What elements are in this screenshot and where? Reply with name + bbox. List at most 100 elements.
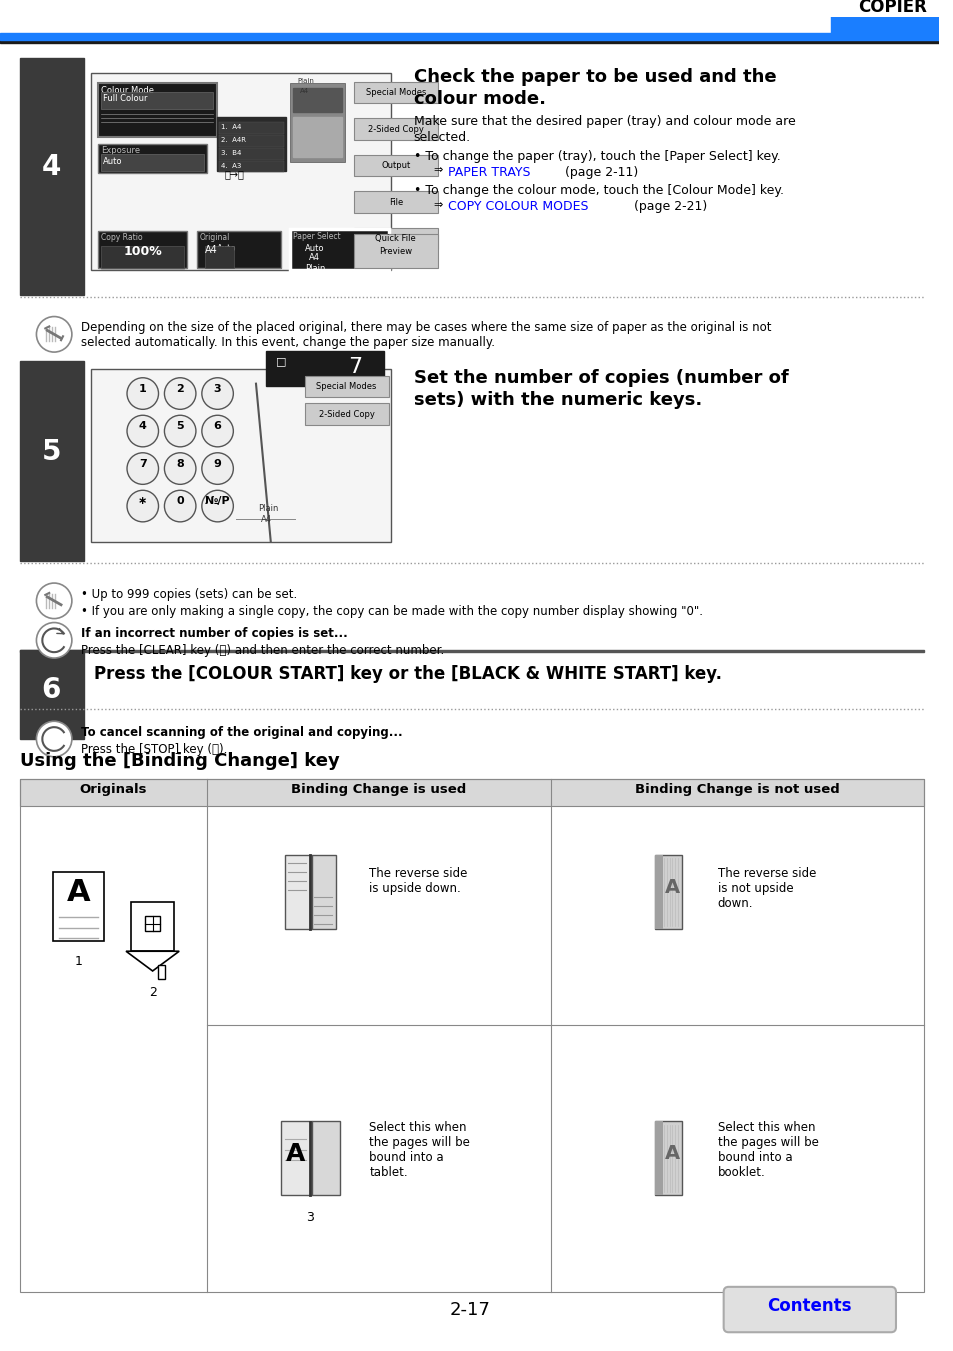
Circle shape [36,721,71,757]
Bar [290,228,389,270]
Text: Paper Select: Paper Select [294,231,340,240]
Text: 1: 1 [139,384,147,393]
Bar [305,404,389,426]
Text: Plain: Plain [305,265,325,273]
Bar [131,902,174,951]
Text: (page 2-21): (page 2-21) [630,200,706,213]
Text: ⇒: ⇒ [433,166,442,176]
Bar [355,118,437,141]
Text: 4: 4 [139,422,147,431]
Text: Colour Mode: Colour Mode [101,85,154,95]
Text: COPY COLOUR MODES: COPY COLOUR MODES [448,200,588,213]
Text: 5: 5 [176,422,184,431]
Text: 6: 6 [213,422,221,431]
Text: Auto: Auto [305,243,324,253]
Text: sets) with the numeric keys.: sets) with the numeric keys. [413,390,701,408]
Text: Press the [CLEAR] key (Ⓒ) and then enter the correct number.: Press the [CLEAR] key (Ⓒ) and then enter… [81,644,443,657]
Text: • To change the paper (tray), touch the [Paper Select] key.: • To change the paper (tray), touch the … [413,150,780,162]
Circle shape [164,415,195,447]
Text: 2-Sided Copy: 2-Sided Copy [368,124,423,134]
Text: 2-17: 2-17 [449,1301,490,1319]
Bar [0,34,939,41]
Text: selected.: selected. [413,131,470,145]
Text: A4: A4 [300,88,309,93]
Text: Set the number of copies (number of: Set the number of copies (number of [413,369,787,386]
Bar [20,650,84,739]
Text: 5: 5 [41,438,61,466]
Bar [218,147,283,159]
Text: A: A [67,878,91,907]
Bar [98,231,187,269]
Bar [101,92,213,109]
Text: • To change the colour mode, touch the [Colour Mode] key.: • To change the colour mode, touch the [… [413,184,782,197]
Circle shape [202,415,233,447]
Text: Special Modes: Special Modes [316,382,376,392]
Bar [312,854,335,928]
Bar [355,154,437,177]
Text: A4: A4 [205,246,218,255]
Text: A: A [664,1144,679,1163]
Text: ⇒: ⇒ [433,200,442,209]
Circle shape [127,378,158,409]
Text: 4: 4 [42,153,61,181]
Text: 4.  A3: 4. A3 [220,162,241,169]
Bar [91,73,391,270]
Text: A: A [664,878,679,897]
Text: Select this when
the pages will be
bound into a
booklet.: Select this when the pages will be bound… [717,1121,818,1179]
Text: Plain: Plain [297,77,314,84]
Text: Binding Change is used: Binding Change is used [291,784,466,797]
Bar [218,135,283,147]
Text: 9: 9 [213,458,221,469]
Text: №/P: №/P [205,496,231,507]
Circle shape [164,453,195,485]
Text: colour mode.: colour mode. [413,89,545,108]
Text: 2.  A4R: 2. A4R [220,136,245,143]
Bar [305,376,389,397]
Bar [294,118,341,157]
Text: 7: 7 [348,357,362,377]
Text: ∗: ∗ [138,496,148,507]
Text: File: File [388,197,402,207]
Bar [266,351,384,385]
Text: (page 2-11): (page 2-11) [560,166,638,178]
Text: Using the [Binding Change] key: Using the [Binding Change] key [20,753,339,770]
Circle shape [36,316,71,353]
Text: Select this when
the pages will be
bound into a
tablet.: Select this when the pages will be bound… [369,1121,470,1179]
Text: The reverse side
is upside down.: The reverse side is upside down. [369,867,467,896]
Text: Quick File: Quick File [375,234,416,243]
Bar [654,854,662,928]
Text: A4: A4 [260,515,272,524]
Bar [355,81,437,103]
Circle shape [202,453,233,485]
FancyBboxPatch shape [723,1288,895,1332]
Bar [0,41,939,43]
Bar [654,854,681,928]
Text: Ⓐ→Ⓑ: Ⓐ→Ⓑ [224,169,244,180]
Bar [312,1121,339,1196]
Bar [20,778,923,807]
Text: Auto: Auto [103,157,123,166]
Circle shape [36,623,71,658]
Text: • If you are only making a single copy, the copy can be made with the copy numbe: • If you are only making a single copy, … [81,605,702,617]
Circle shape [202,490,233,521]
Text: Full Colour: Full Colour [103,95,148,104]
Text: Contents: Contents [766,1297,851,1315]
Text: Press the [COLOUR START] key or the [BLACK & WHITE START] key.: Press the [COLOUR START] key or the [BLA… [93,665,720,684]
Bar [284,854,312,928]
Text: 8: 8 [176,458,184,469]
Bar [216,118,285,172]
Text: To cancel scanning of the original and copying...: To cancel scanning of the original and c… [81,727,402,739]
Text: □: □ [275,357,286,366]
Bar [53,873,104,942]
Bar [830,0,939,34]
Bar [290,82,344,162]
Bar [20,58,84,295]
Text: 1.  A4: 1. A4 [220,124,241,130]
Bar [91,369,391,542]
Text: 3: 3 [213,384,221,393]
Bar [654,1121,662,1196]
Bar [101,246,184,269]
Bar [157,965,165,979]
Circle shape [202,378,233,409]
Bar [20,650,923,653]
